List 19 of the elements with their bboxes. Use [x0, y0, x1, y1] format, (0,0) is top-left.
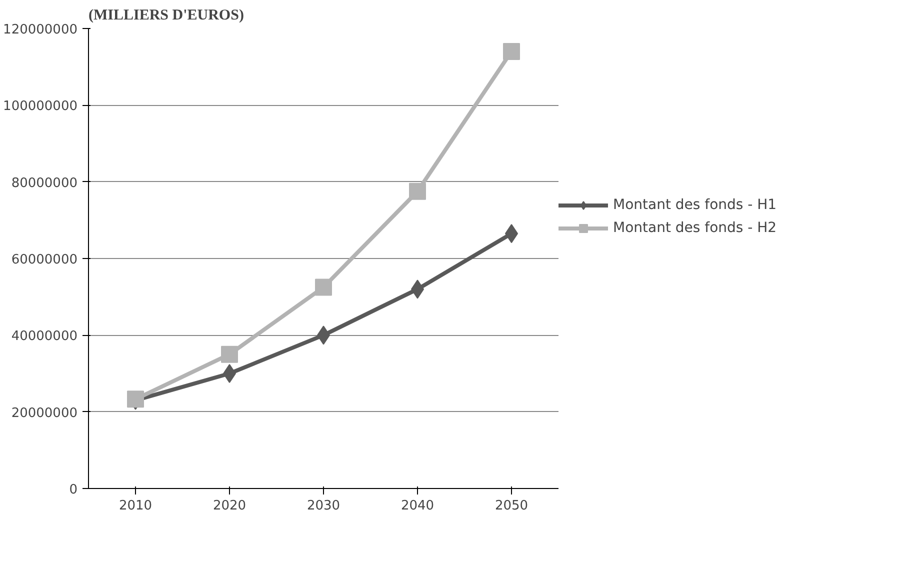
- y-tick-label: 120000000: [3, 22, 78, 38]
- point: [409, 182, 426, 200]
- legend-label: Montant des fonds - H2: [613, 220, 777, 236]
- y-tick-label: 40000000: [11, 329, 78, 344]
- x-tick-label: 2030: [306, 498, 340, 514]
- chart-title: (MILLIERS D'EUROS): [88, 8, 244, 24]
- x-tick-label: 2010: [118, 498, 152, 514]
- point: [315, 278, 332, 296]
- legend-label: Montant des fonds - H1: [613, 197, 777, 213]
- x-tick-label: 2020: [212, 498, 246, 514]
- y-tick-label: 60000000: [11, 252, 78, 268]
- y-tick-label: 0: [69, 482, 78, 498]
- y-tick-label: 80000000: [11, 176, 78, 191]
- point: [221, 346, 238, 363]
- x-tick-label: 2040: [400, 498, 434, 514]
- y-tick-label: 100000000: [3, 99, 78, 114]
- x-tick-label: 2050: [494, 498, 528, 514]
- point: [503, 43, 520, 60]
- y-tick-label: 20000000: [11, 406, 78, 421]
